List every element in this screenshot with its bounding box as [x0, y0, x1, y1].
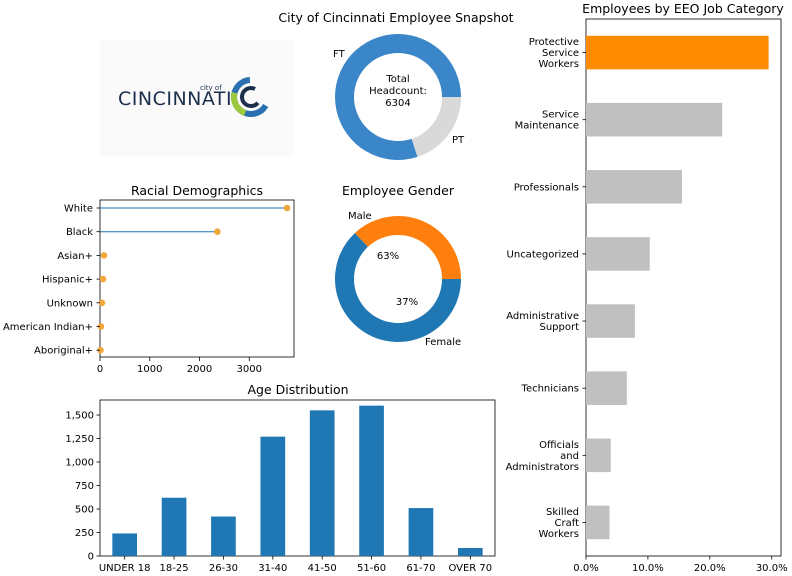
age-ytick-label: 500: [75, 505, 94, 516]
race-title: Racial Demographics: [131, 183, 263, 198]
eeo-bar: [586, 102, 723, 137]
gender-slice-0: [335, 233, 461, 343]
headcount-center-line3: 6304: [385, 98, 410, 109]
eeo-ytick-label: Uncategorized: [507, 249, 579, 260]
gender-slice-1: [354, 216, 461, 279]
headcount-center-line2: Headcount:: [369, 86, 427, 97]
logo-wordmark: CINCINNATI: [118, 88, 232, 110]
race-ytick-label: Black: [66, 227, 93, 238]
race-ytick-label: American Indian+: [3, 322, 93, 333]
eeo-title: Employees by EEO Job Category: [582, 1, 784, 16]
age-xtick-label: 26-30: [209, 563, 238, 574]
age-xtick-label: 61-70: [406, 563, 435, 574]
race-ytick-label: Hispanic+: [42, 275, 93, 286]
race-point: [99, 275, 107, 283]
age-xtick-label: OVER 70: [448, 563, 492, 574]
age-bar: [112, 533, 138, 556]
gender-female-label: Female: [425, 337, 461, 348]
age-bar: [211, 516, 236, 556]
headcount-center-line1: Total: [385, 74, 409, 85]
racial-demographics-chart: Racial Demographics White Black Asian+ Hisp…: [3, 183, 295, 375]
race-xtick-label: 0: [97, 364, 103, 375]
gender-male-pct: 63%: [377, 251, 399, 262]
age-bar: [457, 548, 483, 556]
eeo-xtick-label: 0.0%: [573, 563, 598, 574]
age-xtick-label: 51-60: [357, 563, 386, 574]
eeo-axes-frame: [585, 18, 782, 557]
age-xtick-label: 41-50: [308, 563, 337, 574]
eeo-bar: [586, 438, 611, 473]
race-point: [97, 323, 105, 330]
gender-female-pct: 37%: [396, 297, 418, 308]
gender-male-label: Male: [348, 211, 372, 222]
eeo-bar: [586, 371, 627, 405]
eeo-ytick-label: Administrative Support: [506, 311, 579, 333]
eeo-ytick-label: Skilled Craft Workers: [539, 507, 580, 540]
race-point: [283, 204, 291, 212]
age-ytick-label: 1,500: [65, 411, 94, 422]
age-ytick-label: 1,000: [65, 458, 94, 469]
race-point: [100, 252, 108, 259]
logo-city-of: city of: [200, 84, 222, 92]
age-xtick-label: 31-40: [258, 563, 287, 574]
eeo-job-category-chart: Employees by EEO Job Category Protective…: [506, 1, 788, 574]
race-xtick-label: 1000: [137, 364, 162, 375]
age-xtick-label: UNDER 18: [99, 563, 151, 574]
race-xtick-label: 2000: [187, 364, 212, 375]
race-ytick-label: Aboriginal+: [34, 346, 93, 357]
race-xtick-label: 3000: [237, 364, 262, 375]
race-point: [98, 299, 106, 307]
headcount-chart: City of Cincinnati Employee Snapshot Tot…: [278, 10, 514, 161]
age-bar: [161, 497, 187, 556]
city-logo: CINCINNATI city of: [100, 40, 294, 156]
eeo-xtick-label: 20.0%: [694, 563, 726, 574]
eeo-ytick-label: Protective Service Workers: [529, 37, 579, 70]
age-ytick-label: 750: [75, 481, 94, 492]
gender-title: Employee Gender: [342, 183, 455, 198]
headcount-pt-label: PT: [452, 135, 465, 146]
headcount-slice-1: [411, 97, 461, 157]
age-bar: [309, 410, 335, 556]
headcount-title: City of Cincinnati Employee Snapshot: [278, 10, 513, 25]
age-bar: [359, 405, 384, 556]
race-ytick-label: Asian+: [57, 251, 93, 262]
eeo-bar: [586, 35, 769, 70]
eeo-bar: [586, 304, 635, 338]
race-axes-frame: [99, 199, 295, 358]
eeo-ytick-label: Technicians: [521, 384, 579, 395]
age-axes-frame: [99, 399, 496, 557]
eeo-xtick-label: 10.0%: [632, 563, 664, 574]
eeo-bar: [586, 170, 682, 204]
eeo-ytick-label: Professionals: [514, 182, 579, 193]
race-ytick-label: White: [64, 204, 93, 215]
age-title: Age Distribution: [247, 382, 348, 397]
eeo-bar: [586, 237, 650, 271]
headcount-slice-0: [335, 34, 461, 161]
eeo-ytick-label: Service Maintenance: [515, 110, 579, 132]
age-xtick-label: 18-25: [160, 563, 189, 574]
headcount-ft-label: FT: [333, 49, 346, 60]
eeo-ytick-label: Officials and Administrators: [506, 440, 579, 473]
age-ytick-label: 1,250: [65, 434, 94, 445]
age-distribution-chart: Age Distribution UNDER 18 18-25 26-30 31-40…: [65, 382, 496, 574]
age-ytick-label: 250: [75, 528, 94, 539]
gender-chart: Employee Gender Male Female 63% 37%: [335, 183, 461, 348]
eeo-xtick-label: 30.0%: [756, 563, 788, 574]
age-bar: [408, 508, 434, 556]
age-ytick-label: 0: [88, 552, 94, 563]
race-point: [97, 346, 104, 354]
age-bar: [260, 436, 286, 556]
eeo-bar: [586, 505, 610, 540]
race-point: [214, 228, 221, 235]
race-ytick-label: Unknown: [47, 298, 93, 309]
